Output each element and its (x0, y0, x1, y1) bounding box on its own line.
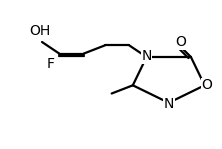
Text: O: O (201, 78, 212, 92)
Text: F: F (46, 57, 54, 71)
Text: N: N (164, 97, 174, 111)
Text: O: O (175, 35, 186, 49)
Text: N: N (141, 49, 152, 63)
Text: OH: OH (29, 24, 50, 38)
